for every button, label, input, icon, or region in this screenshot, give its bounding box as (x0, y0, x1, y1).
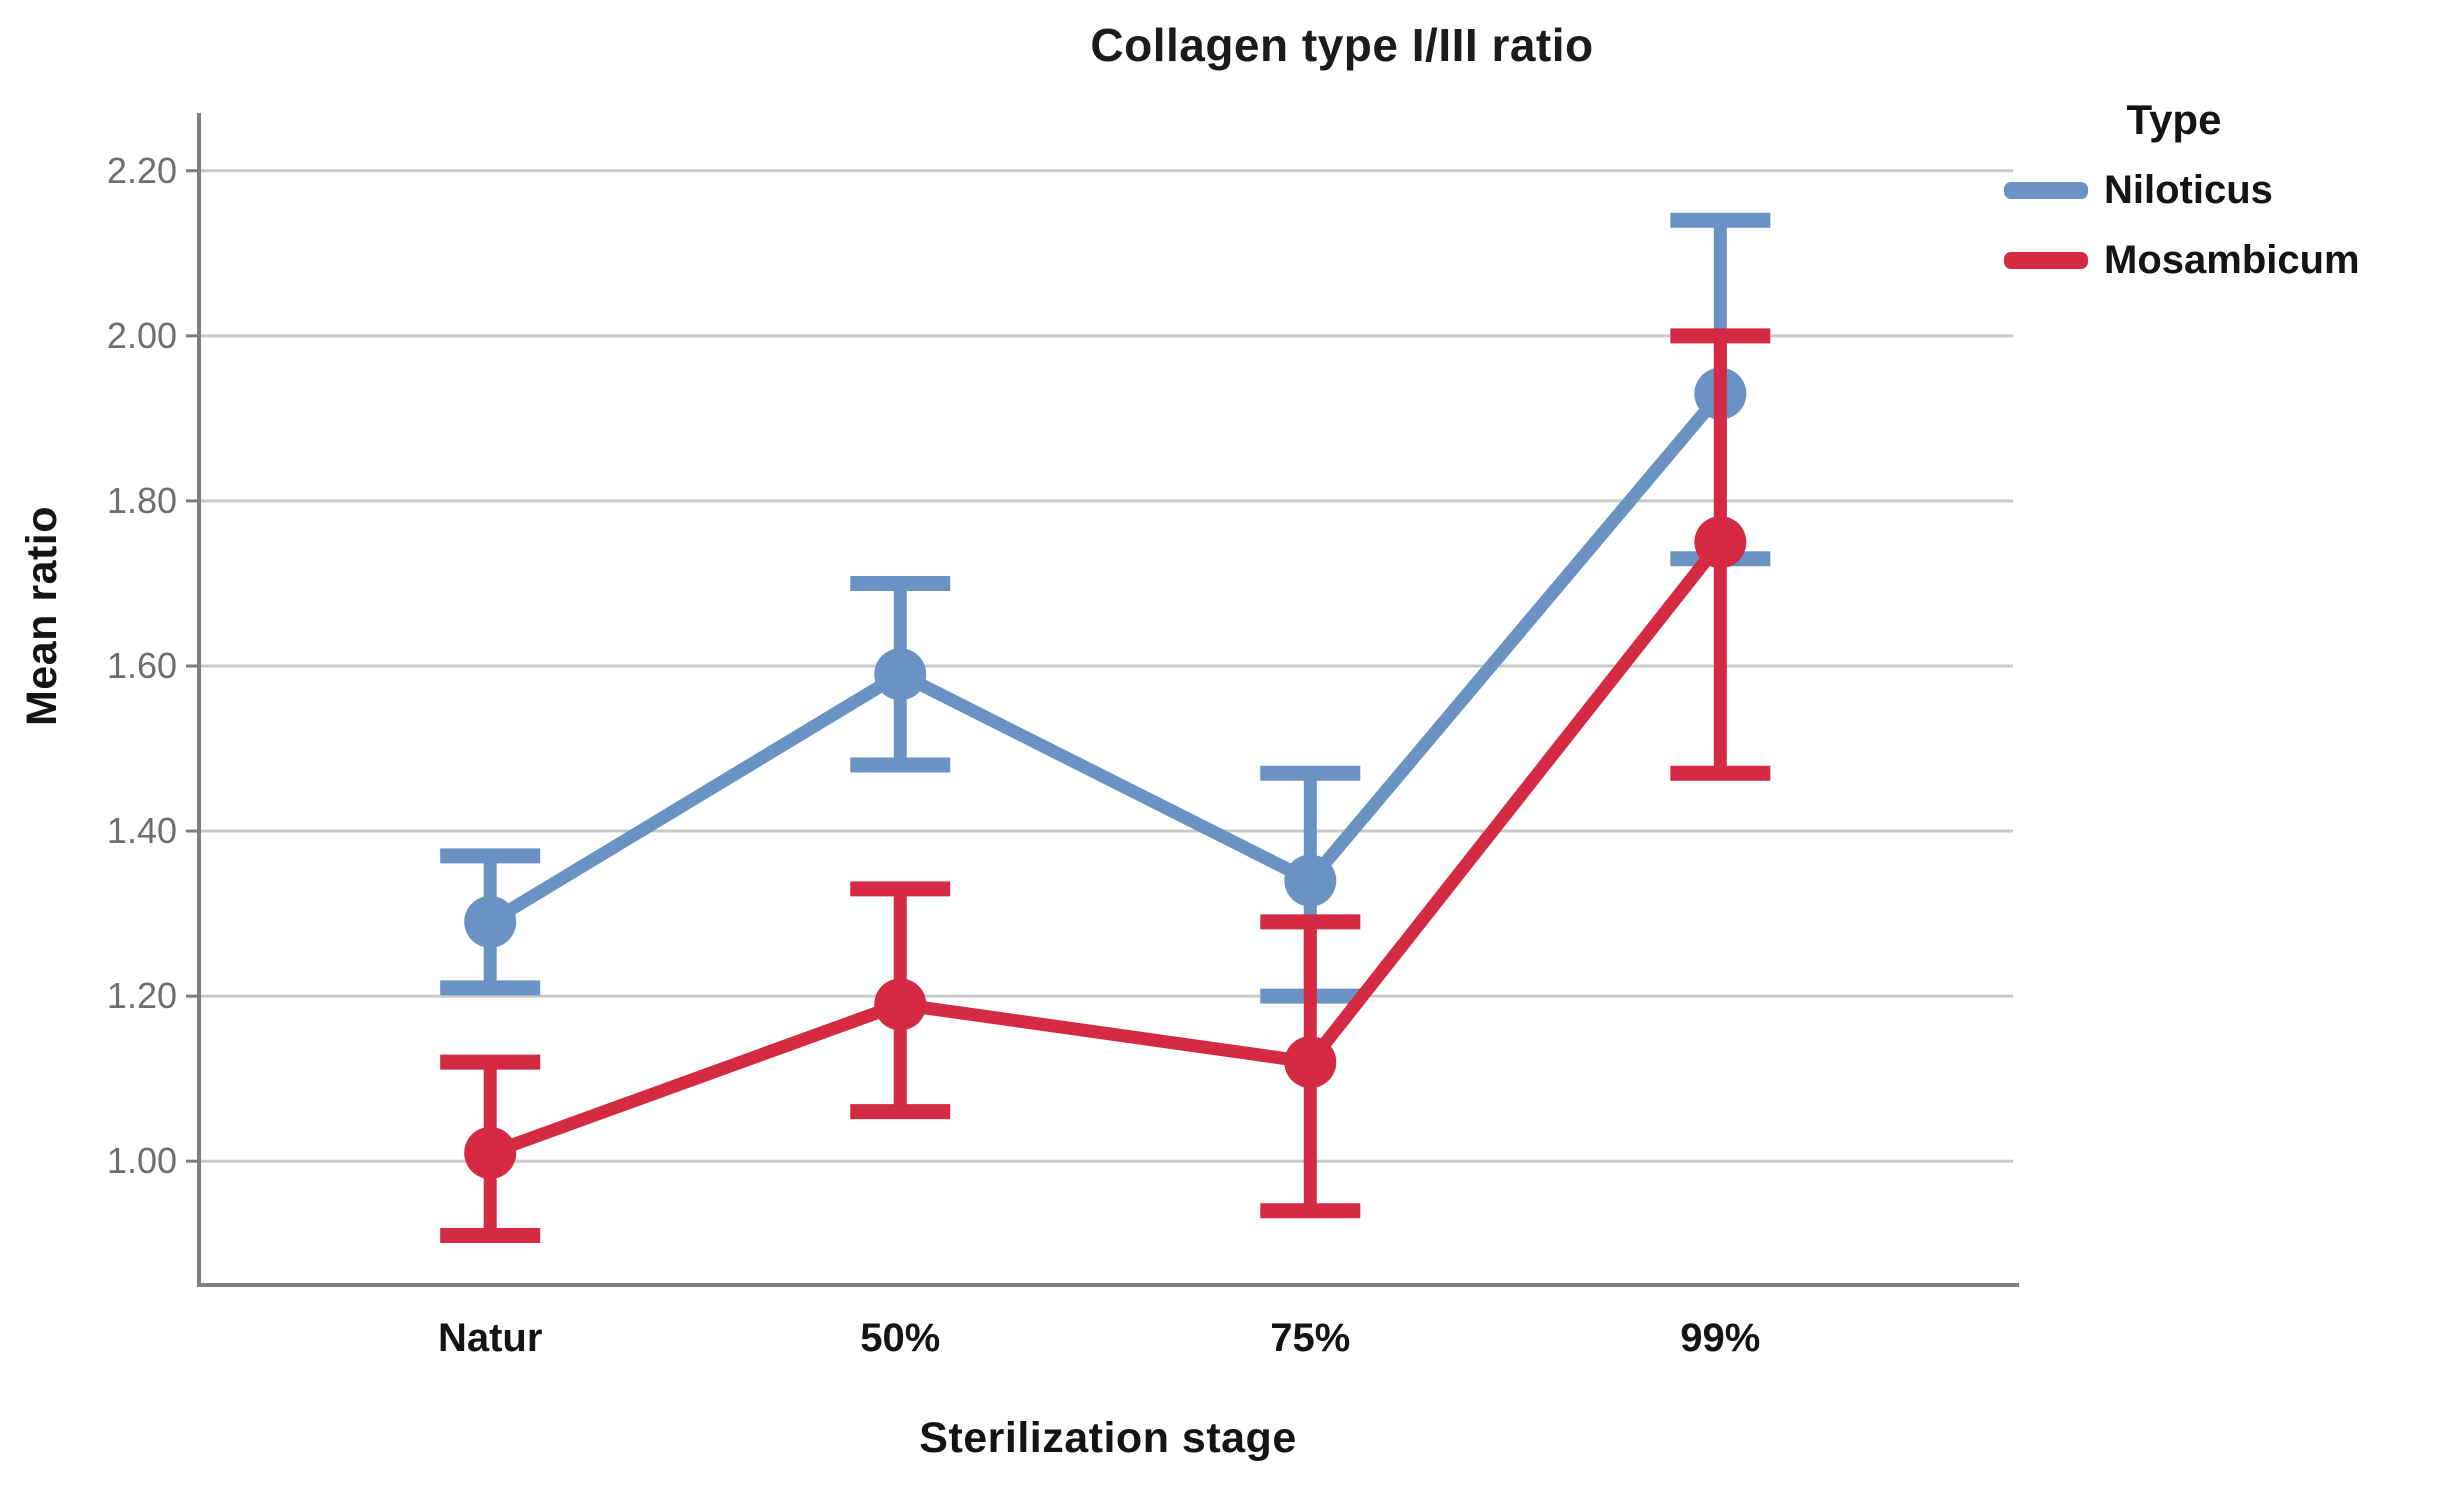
y-tick-label: 1.80 (107, 480, 177, 521)
y-tick-label: 2.00 (107, 315, 177, 356)
x-category-label: 75% (1270, 1316, 1350, 1360)
mosambicum-marker (874, 978, 927, 1031)
niloticus-marker (874, 648, 927, 701)
legend: Type Niloticus Mosambicum (2004, 96, 2449, 284)
x-category-label: 99% (1680, 1316, 1760, 1360)
y-tick-label: 2.20 (107, 150, 177, 191)
legend-label-mosambicum: Mosambicum (2104, 237, 2360, 282)
niloticus-swatch-icon (2004, 181, 2088, 199)
mosambicum-marker (1284, 1036, 1337, 1089)
mosambicum-marker (464, 1126, 517, 1179)
chart-title: Collagen type I/III ratio (1090, 19, 1594, 71)
mosambicum-marker (1694, 516, 1747, 569)
mosambicum-line (487, 538, 1726, 1160)
niloticus-marker (464, 895, 517, 948)
x-category-label: 50% (860, 1316, 940, 1360)
y-tick-label: 1.00 (107, 1140, 177, 1181)
y-tick-label: 1.40 (107, 810, 177, 851)
y-tick-label: 1.20 (107, 975, 177, 1016)
legend-entry-niloticus: Niloticus (2004, 166, 2449, 214)
x-category-label: Natur (438, 1316, 542, 1360)
niloticus-marker (1284, 854, 1337, 907)
niloticus-line (486, 389, 1726, 928)
y-tick-label: 1.60 (107, 645, 177, 686)
legend-entry-mosambicum: Mosambicum (2004, 236, 2449, 284)
legend-title: Type (2126, 96, 2222, 143)
legend-label-niloticus: Niloticus (2104, 167, 2273, 212)
mosambicum-swatch-icon (2004, 251, 2088, 269)
x-axis-title: Sterilization stage (919, 1414, 1297, 1462)
